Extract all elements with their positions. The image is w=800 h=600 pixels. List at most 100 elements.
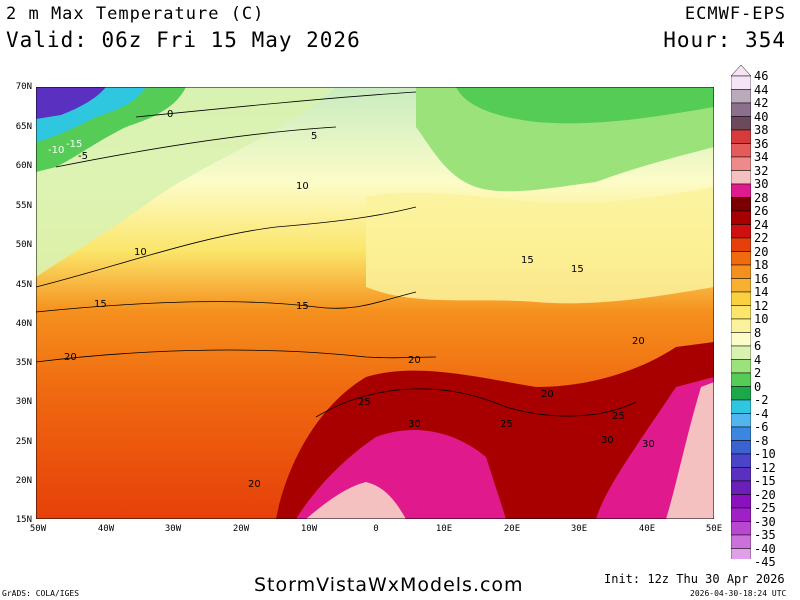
contour-label: -10 xyxy=(48,145,64,156)
colorbar-label: -15 xyxy=(754,474,776,488)
contour-10 xyxy=(36,206,417,288)
colorbar-label: 42 xyxy=(754,96,769,110)
contour-label: 25 xyxy=(500,419,513,430)
colorbar-swatch xyxy=(731,440,751,455)
colorbar-swatch xyxy=(731,224,751,239)
colorbar-swatch xyxy=(731,156,751,171)
colorbar-swatch xyxy=(731,75,751,90)
contour-label: -5 xyxy=(78,151,88,162)
colorbar-swatch xyxy=(731,453,751,468)
colorbar-swatch xyxy=(731,237,751,252)
lat-label: 25N xyxy=(15,437,32,447)
colorbar-swatch xyxy=(731,507,751,522)
contour-label: 20 xyxy=(408,355,421,366)
lon-label: 30W xyxy=(164,524,182,534)
lat-label: 50N xyxy=(15,240,32,250)
init-time: Init: 12z Thu 30 Apr 2026 xyxy=(604,572,785,586)
contour-20 xyxy=(36,349,437,363)
colorbar-swatch xyxy=(731,305,751,320)
colorbar-label: 32 xyxy=(754,163,769,178)
colorbar-label: 40 xyxy=(754,109,769,124)
colorbar-swatch xyxy=(731,183,751,198)
colorbar-cap-top xyxy=(731,65,751,77)
contour-label: 15 xyxy=(521,255,534,266)
colorbar-label: 28 xyxy=(754,190,769,205)
lon-label: 0 xyxy=(373,524,379,534)
forecast-hour: Hour: 354 xyxy=(663,28,786,52)
colorbar-swatch xyxy=(731,197,751,212)
colorbar-swatch xyxy=(731,548,751,559)
lon-label: 20W xyxy=(232,524,250,534)
colorbar-label: -6 xyxy=(754,420,769,434)
colorbar-label: 0 xyxy=(754,379,762,394)
arabia-extreme xyxy=(666,382,714,519)
colorbar-swatch xyxy=(731,318,751,333)
colorbar-label: 36 xyxy=(754,136,769,151)
colorbar-label: 10 xyxy=(754,312,769,326)
colorbar-label: 16 xyxy=(754,271,769,286)
colorbar-label: 26 xyxy=(754,204,769,218)
contour-label: 30 xyxy=(601,435,614,446)
colorbar-swatch xyxy=(731,345,751,360)
colorbar-label: 44 xyxy=(754,82,769,97)
lat-label: 40N xyxy=(15,319,32,329)
colorbar-swatch xyxy=(731,251,751,266)
valid-time: Valid: 06z Fri 15 May 2026 xyxy=(6,28,361,52)
generated-stamp: 2026-04-30-18:24 UTC xyxy=(690,589,787,598)
contour-label: 15 xyxy=(296,301,309,312)
contour-label: 0 xyxy=(167,109,173,120)
colorbar-swatch xyxy=(731,372,751,387)
lon-label: 50W xyxy=(29,524,47,534)
greenland-cold-3 xyxy=(36,87,106,119)
colorbar-label: 8 xyxy=(754,325,762,340)
colorbar-swatch xyxy=(731,359,751,374)
sahara-extreme-west xyxy=(306,482,406,519)
colorbar-label: 38 xyxy=(754,123,769,137)
colorbar-label: 20 xyxy=(754,244,769,259)
lat-label: 15N xyxy=(15,515,32,525)
model-name: ECMWF-EPS xyxy=(684,4,786,24)
lat-label: 35N xyxy=(15,358,32,368)
colorbar-label: 24 xyxy=(754,217,769,232)
lat-label: 30N xyxy=(15,397,32,407)
colorbar-swatch xyxy=(731,386,751,401)
contour-label: 30 xyxy=(408,419,421,430)
europe-mild xyxy=(366,187,714,304)
contour-label: 20 xyxy=(64,352,77,363)
colorbar-swatch xyxy=(731,332,751,347)
colorbar-swatch xyxy=(731,129,751,144)
colorbar-label: -12 xyxy=(754,460,776,475)
contour-label: 15 xyxy=(571,264,584,275)
colorbar-swatch xyxy=(731,102,751,117)
contour-label: 20 xyxy=(541,389,554,400)
colorbar-swatch xyxy=(731,116,751,131)
site-name: StormVistaWxModels.com xyxy=(254,574,524,596)
colorbar-label: 34 xyxy=(754,150,769,164)
colorbar-label: -45 xyxy=(754,555,776,569)
contour-label: 20 xyxy=(248,479,261,490)
scandinavia-cold xyxy=(456,87,714,124)
lon-label: 10W xyxy=(300,524,318,534)
lat-label: 20N xyxy=(15,476,32,486)
contour-label: 25 xyxy=(612,411,625,422)
colorbar-swatch xyxy=(731,521,751,536)
colorbar-swatch xyxy=(731,480,751,495)
colorbar-swatch xyxy=(731,291,751,306)
lat-label: 45N xyxy=(15,280,32,290)
colorbar-label: -10 xyxy=(754,447,776,461)
colorbar-swatch xyxy=(731,534,751,549)
contour-label: 30 xyxy=(642,439,655,450)
colorbar-swatch xyxy=(731,143,751,158)
colorbar-label: 18 xyxy=(754,258,769,272)
colorbar-swatch xyxy=(731,494,751,509)
colorbar-swatch xyxy=(731,278,751,293)
colorbar-label: -20 xyxy=(754,487,776,502)
colorbar-label: 30 xyxy=(754,177,769,191)
lon-label: 40W xyxy=(97,524,115,534)
contour-label: 15 xyxy=(94,299,107,310)
lon-label: 30E xyxy=(570,524,588,534)
contour-label: 10 xyxy=(296,181,309,192)
colorbar-label: 6 xyxy=(754,339,762,353)
colorbar-label: -8 xyxy=(754,433,769,448)
temperature-map: 0 5 10 10 15 15 15 15 20 20 20 20 20 25 … xyxy=(36,87,714,519)
